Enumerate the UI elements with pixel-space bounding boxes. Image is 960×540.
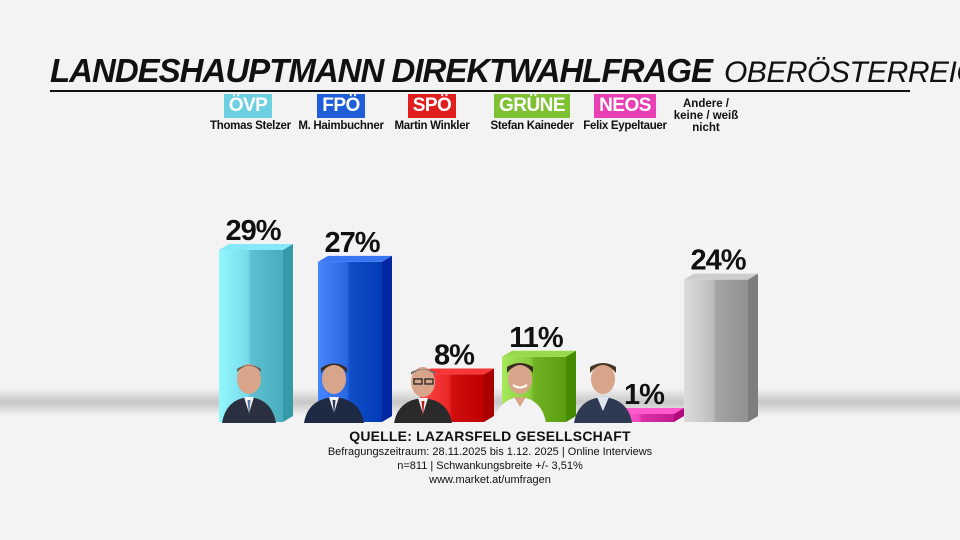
value-label: 27% [324, 227, 380, 259]
bar-side [748, 273, 758, 422]
bar-side [382, 255, 392, 422]
bar-andere-keine-wei-nicht [684, 279, 748, 422]
candidate-photo-haimbuchner [304, 363, 364, 423]
survey-period: Befragungszeitraum: 28.11.2025 bis 1.12.… [327, 446, 653, 458]
source-url: www.market.at/umfragen [429, 474, 551, 486]
title-region: OBERÖSTERREICH [723, 56, 960, 89]
candidate-photo-kaineder [494, 363, 546, 423]
party-badge: ÖVP [223, 94, 273, 118]
legend-item-other: Andere / keine / weiß nicht [673, 98, 739, 134]
party-badge: GRÜNE [493, 94, 571, 118]
legend-item-oevp: ÖVP Thomas Stelzer [210, 94, 291, 132]
bar-side [283, 244, 293, 422]
bar-side [566, 350, 576, 422]
value-label: 8% [434, 340, 475, 372]
party-badge: NEOS [594, 94, 656, 118]
value-label: 24% [690, 245, 746, 277]
bar-side [674, 408, 684, 422]
title-main: LANDESHAUPTMANN DIREKTWAHLFRAGE [50, 52, 713, 89]
candidate-photo-eypeltauer [574, 363, 632, 423]
source-heading: QUELLE: LAZARSFELD GESELLSCHAFT [349, 428, 631, 444]
legend-item-spoe: SPÖ Martin Winkler [392, 94, 472, 132]
value-label: 11% [509, 322, 564, 354]
legend-item-fpoe: FPÖ M. Haimbuchner [296, 94, 386, 132]
candidate-name: Stefan Kaineder [490, 120, 574, 132]
bar-top [219, 244, 293, 250]
party-badge: FPÖ [317, 94, 365, 118]
candidate-photo-stelzer [222, 364, 276, 423]
candidate-name: M. Haimbuchner [298, 120, 384, 132]
legend-item-gruene: GRÜNE Stefan Kaineder [488, 94, 576, 132]
page-title: LANDESHAUPTMANN DIREKTWAHLFRAGE OBERÖSTER… [50, 52, 960, 92]
source-block: QUELLE: LAZARSFELD GESELLSCHAFT Befragun… [300, 428, 680, 486]
bar-side [484, 368, 494, 422]
value-label: 29% [225, 215, 281, 247]
candidate-name: Felix Eypeltauer [583, 120, 667, 132]
bar-top [502, 350, 576, 357]
legend-item-neos: NEOS Felix Eypeltauer [582, 94, 668, 132]
bar-top [318, 255, 392, 262]
bar-top [684, 273, 758, 280]
party-badge: SPÖ [407, 94, 457, 118]
candidate-name: Martin Winkler [394, 120, 470, 132]
bar-top [420, 368, 494, 375]
value-label: 1% [624, 379, 665, 411]
sample-info: n=811 | Schwankungsbreite +/- 3,51% [397, 460, 583, 472]
candidate-photo-winkler [394, 367, 452, 423]
candidate-name: Thomas Stelzer [210, 120, 291, 132]
bar-fpö [318, 261, 382, 422]
bar-neos [610, 414, 674, 422]
